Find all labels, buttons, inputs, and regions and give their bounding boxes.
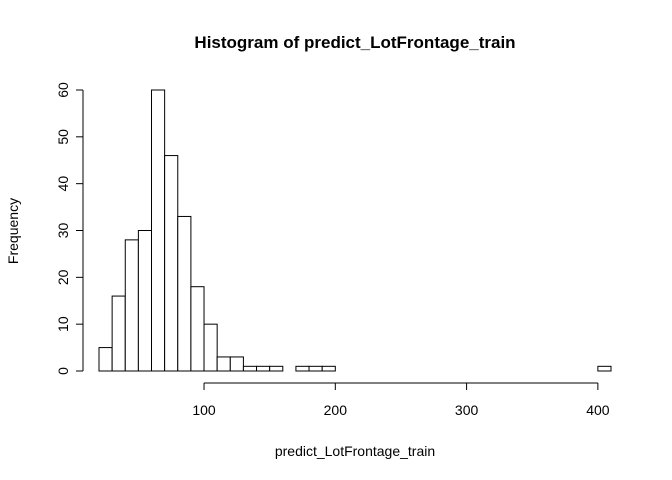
histogram-bar: [137, 230, 153, 372]
histogram-bar: [177, 215, 192, 372]
histogram-bar: [597, 365, 612, 372]
x-tick-label: 100: [192, 402, 216, 418]
histogram-bar: [321, 365, 336, 372]
histogram-bar: [242, 365, 258, 372]
histogram-bar: [256, 365, 271, 372]
y-tick-label: 0: [55, 367, 71, 375]
x-tick-label: 300: [455, 402, 479, 418]
histogram-bar: [190, 286, 205, 372]
histogram-bar: [203, 323, 218, 372]
histogram-bar: [124, 239, 139, 372]
bars-group: [98, 89, 612, 372]
histogram-bar: [164, 155, 179, 372]
histogram-bar: [111, 295, 126, 372]
y-axis-label: Frequency: [5, 198, 21, 264]
x-tick-label: 200: [324, 402, 348, 418]
histogram-bar: [216, 356, 231, 372]
y-tick-label: 60: [55, 82, 71, 98]
x-axis: 100 200 300 400: [192, 382, 610, 418]
histogram-bar: [151, 89, 166, 372]
histogram-bar: [269, 365, 284, 372]
histogram-bar: [308, 365, 323, 372]
y-tick-label: 10: [55, 316, 71, 332]
chart-title: Histogram of predict_LotFrontage_train: [194, 33, 515, 52]
histogram-bar: [295, 365, 310, 372]
x-tick-label: 400: [586, 402, 610, 418]
y-tick-label: 40: [55, 176, 71, 192]
y-tick-label: 20: [55, 269, 71, 285]
y-tick-label: 30: [55, 223, 71, 239]
x-axis-label: predict_LotFrontage_train: [275, 443, 435, 459]
histogram-bar: [229, 356, 244, 372]
y-axis: 0 10 20 30 40 50 60: [55, 82, 84, 375]
y-tick-label: 50: [55, 129, 71, 145]
histogram-bar: [98, 347, 113, 372]
